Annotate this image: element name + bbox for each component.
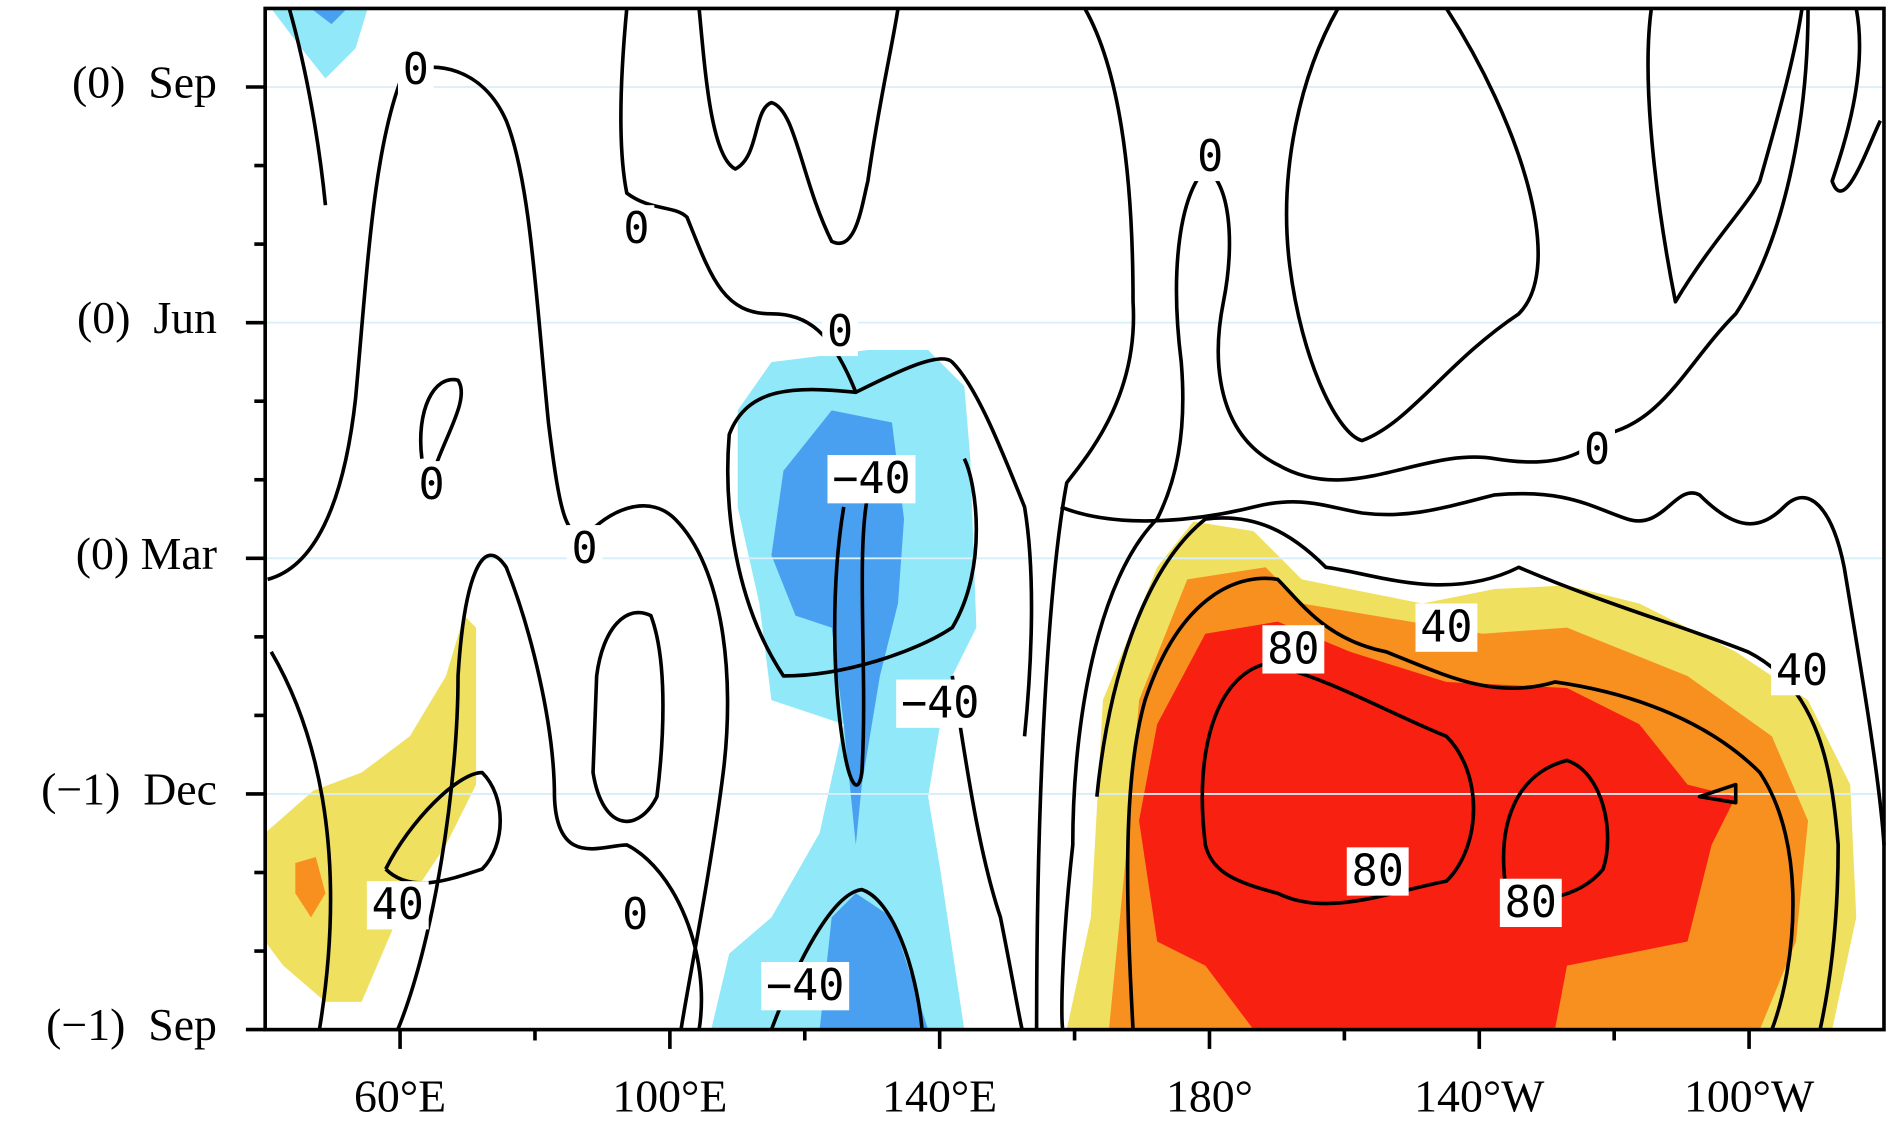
contour-label: 40 [1771, 646, 1833, 696]
shade-negative-low [271, 8, 368, 79]
shade-positive-mid [295, 857, 326, 918]
x-tick-label: 180° [1166, 1070, 1253, 1121]
contour-label-text: 40 [1420, 603, 1472, 653]
contour-label-box [761, 962, 850, 1011]
shade-positive-high [1139, 621, 1736, 1030]
contour-label: −40 [761, 961, 850, 1011]
contour-line [1060, 491, 1886, 846]
axes: (−1) Sep (−1) Dec (0) Mar (0) Jun (0) Sep 60°… [41, 56, 1815, 1121]
contour-label-box [617, 890, 654, 940]
contour-label: 0 [1579, 425, 1615, 475]
contour-label-text: 0 [572, 524, 598, 574]
contour-label: 0 [1192, 132, 1229, 182]
contour-line [1830, 8, 1882, 193]
contour-label: 0 [618, 204, 655, 254]
y-tick-label: (−1) Dec [41, 763, 217, 814]
contour-label-text: −40 [766, 961, 844, 1011]
contour-label-text: 0 [622, 890, 648, 940]
x-tick-label: 60°E [354, 1070, 446, 1121]
contour-line [950, 675, 1024, 1031]
contour-line [726, 387, 979, 678]
plot-frame [263, 6, 1886, 1032]
contour-label-text: 0 [827, 307, 853, 357]
shading [265, 8, 1857, 1030]
contour-label-text: 80 [1267, 624, 1319, 674]
x-tick-label: 140°W [1414, 1070, 1545, 1121]
contour-label-box [896, 679, 985, 728]
contour-label: 80 [1262, 624, 1325, 674]
contour-label-text: 0 [1584, 425, 1610, 475]
contour-line [267, 65, 730, 1030]
contour-label-box [1415, 603, 1478, 652]
contour-label-box [822, 307, 859, 357]
contour-label: 0 [566, 524, 603, 574]
x-tick-label: 140°E [882, 1070, 997, 1121]
contour-label-text: 0 [418, 460, 444, 510]
contour-label-box [1262, 625, 1325, 674]
contours [267, 7, 1886, 1032]
contour-line [1646, 8, 1804, 304]
y-tick-label: (−1) Sep [46, 999, 217, 1050]
contour-label: 80 [1346, 846, 1409, 896]
contour-line [1060, 167, 1207, 1032]
contour-line [1697, 782, 1738, 805]
contour-label-box [1499, 878, 1562, 928]
contour-label: 40 [1415, 603, 1478, 653]
contour-line [591, 610, 665, 824]
contour-label: −40 [896, 679, 985, 729]
contour-line [1200, 662, 1476, 906]
contour-labels: 0 0 0 0 0 0 0 0 −40 −40 −40 40 40 40 80 80 80 [366, 45, 1833, 1011]
contour-line [1034, 7, 1136, 1030]
contour-label: 80 [1499, 878, 1562, 928]
contour-label: −40 [827, 454, 916, 504]
contour-label-box [397, 45, 434, 95]
contour-line [269, 650, 333, 1030]
contour-label-box [1771, 646, 1833, 696]
contour-label-box [413, 461, 450, 510]
contour-label-text: 0 [403, 45, 429, 95]
contour-label: 0 [413, 460, 450, 510]
contour-label: 0 [822, 307, 859, 357]
contour-line [697, 8, 900, 246]
contour-line [832, 494, 870, 787]
contour-label-box [1579, 426, 1615, 475]
shade-negative-high [771, 410, 905, 845]
contour-label-text: 0 [623, 204, 649, 254]
y-tick-label: (0) Jun [77, 292, 217, 343]
contour-label-text: 40 [372, 880, 424, 930]
contour-label-box [1346, 847, 1409, 896]
contour-label-text: −40 [832, 454, 910, 504]
contour-line [1284, 7, 1540, 443]
contour-label-box [618, 205, 655, 254]
shade-negative-high [310, 8, 348, 25]
contour-label-box [566, 525, 603, 574]
contour-line [1095, 516, 1840, 1030]
contour-line [287, 7, 328, 206]
contour-label-text: 0 [1197, 132, 1223, 182]
contour-label-box [366, 881, 429, 930]
contour-label: 0 [617, 890, 654, 940]
contour-line [419, 377, 464, 472]
contour-label-text: −40 [901, 679, 979, 729]
contour-line [1204, 8, 1810, 482]
contour-line [396, 553, 704, 1031]
y-tick-label: (0) Mar [76, 528, 217, 579]
contour-line [1125, 576, 1795, 1031]
contour-label-text: 80 [1505, 878, 1557, 928]
shade-positive-low [265, 615, 477, 1002]
x-tick-label: 100°E [612, 1070, 727, 1121]
y-tick-label: (0) Sep [72, 56, 217, 107]
contour-label-text: 80 [1352, 846, 1404, 896]
contour-label: 40 [366, 880, 429, 930]
contour-label-box [1192, 132, 1229, 182]
contour-line [384, 770, 502, 885]
contour-label-box [827, 455, 916, 504]
contour-label: 0 [397, 45, 434, 95]
x-tick-label: 100°W [1684, 1070, 1815, 1121]
contour-label-text: 40 [1776, 646, 1828, 696]
